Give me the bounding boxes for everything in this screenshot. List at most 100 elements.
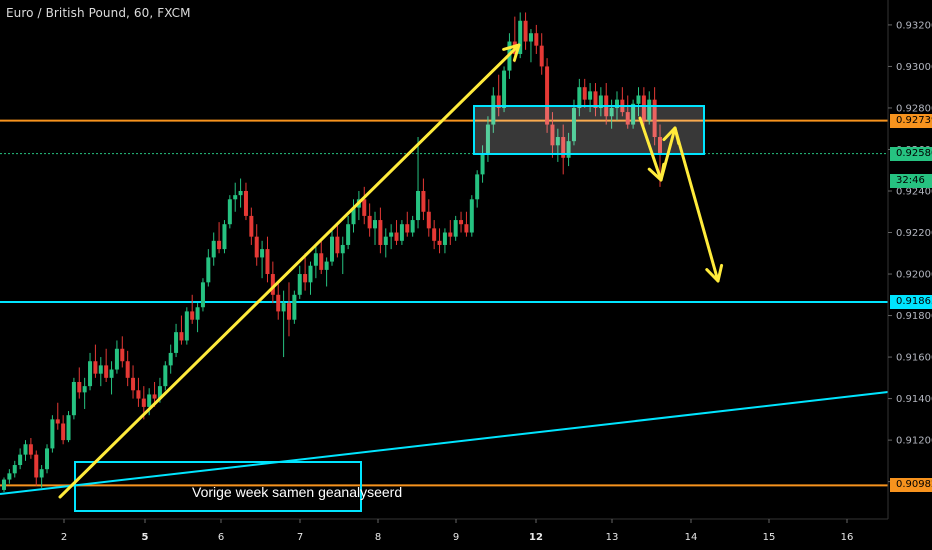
candle-body (308, 265, 313, 283)
candle-body (426, 211, 431, 229)
candle-body (292, 294, 297, 320)
horizontal-levels (0, 119, 888, 487)
candle-body (362, 199, 367, 216)
candle-body (114, 348, 119, 370)
candle-body (502, 70, 507, 108)
candle-body (432, 228, 437, 241)
candle-body (313, 253, 318, 266)
candle-body (641, 95, 646, 121)
candle-body (233, 195, 238, 200)
candle-body (7, 473, 12, 480)
candle-body (303, 274, 308, 283)
candle-body (217, 240, 222, 250)
candle-body (523, 20, 528, 42)
drawings (0, 43, 889, 512)
candle-body (469, 199, 474, 233)
candle-body (658, 137, 662, 154)
target-arrow-head (705, 263, 724, 283)
candle-body (652, 99, 657, 138)
candle-body (270, 274, 275, 295)
candle-body (453, 220, 458, 237)
x-tick-label: 13 (606, 532, 619, 543)
price-badge: 0.92580 (890, 146, 932, 161)
x-tick-label: 9 (453, 532, 459, 543)
candle-body (324, 261, 329, 270)
candle-body (45, 448, 50, 470)
candle-body (195, 307, 200, 320)
candle-body (211, 240, 216, 258)
candle-body (319, 253, 324, 270)
price-badge: 0.92739 (890, 113, 932, 128)
candle-body (636, 95, 641, 104)
candle-body (276, 294, 281, 312)
candle-body (442, 232, 447, 245)
candle-body (249, 215, 254, 237)
price-badge: 32:46 (890, 173, 932, 188)
candlesticks (2, 12, 662, 493)
x-tick-label: 8 (375, 532, 381, 543)
candle-body (389, 232, 394, 237)
x-tick-label: 15 (763, 532, 776, 543)
candle-body (157, 386, 162, 399)
candle-body (534, 33, 539, 46)
candle-body (383, 236, 388, 245)
y-tick-label: 0.91200 (896, 436, 932, 447)
uptrend-arrow-head (502, 43, 521, 62)
candle-body (448, 232, 453, 237)
x-tick-label: 12 (529, 532, 543, 543)
candle-body (28, 444, 33, 455)
chart-title: Euro / British Pound, 60, FXCM (6, 6, 191, 20)
candle-body (174, 332, 179, 353)
candle-body (416, 190, 421, 221)
x-tick-label: 14 (685, 532, 698, 543)
candle-body (555, 137, 560, 146)
candle-body (222, 224, 227, 250)
annotation-label: Vorige week samen geanalyseerd (192, 484, 403, 500)
candle-body (77, 381, 82, 393)
candle-body (82, 386, 87, 393)
candle-body (571, 107, 576, 142)
candle-body (367, 215, 372, 229)
x-tick-label: 6 (218, 532, 224, 543)
candle-body (410, 220, 415, 233)
candle-body (647, 99, 652, 121)
candle-body (281, 303, 286, 312)
candle-body (421, 190, 426, 212)
candle-body (39, 469, 44, 478)
candle-body (297, 274, 302, 295)
candle-body (109, 369, 114, 378)
candle-body (464, 224, 469, 233)
candle-body (625, 112, 630, 125)
candle-body (98, 365, 103, 374)
candle-body (152, 394, 157, 399)
candle-body (330, 236, 334, 262)
candle-body (61, 423, 66, 441)
price-badge: 0.91865 (890, 295, 932, 310)
resistance-zone-box (473, 105, 705, 155)
candle-body (168, 352, 173, 366)
candle-body (190, 311, 195, 320)
candle-body (582, 87, 587, 100)
candle-body (496, 95, 501, 108)
candle-body (378, 220, 383, 245)
candle-body (631, 103, 636, 125)
candle-body (71, 381, 76, 416)
candle-body (598, 95, 603, 108)
candle-body (588, 91, 593, 100)
candle-body (265, 249, 270, 275)
candle-body (399, 224, 404, 241)
candle-body (125, 361, 130, 378)
candle-body (561, 137, 566, 158)
candle-body (66, 415, 71, 441)
candle-body (373, 220, 378, 229)
candle-body (545, 66, 550, 125)
candle-body (254, 236, 259, 258)
candle-body (550, 124, 555, 146)
